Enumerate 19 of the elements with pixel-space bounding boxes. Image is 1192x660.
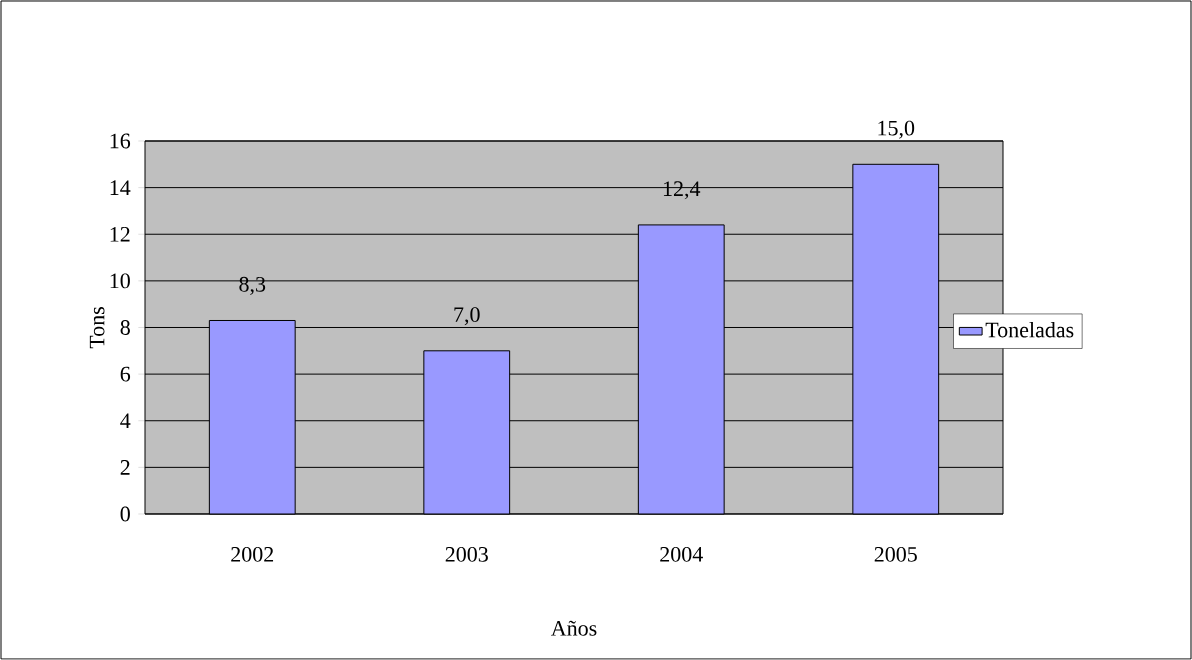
y-tick-label: 10 [110,273,130,289]
y-axis-title: Tons [89,307,105,349]
x-tick-label: 2005 [874,546,917,562]
data-label: 8,3 [239,276,266,295]
x-tick-label: 2004 [660,546,703,562]
data-label: 15,0 [878,120,915,139]
y-tick-label: 2 [120,460,130,475]
y-tick-label: 8 [120,320,130,335]
data-label: 7,0 [454,307,480,326]
y-tick-label: 12 [110,226,130,242]
y-tick-label: 14 [110,180,131,195]
legend-label: Toneladas [985,321,1074,338]
y-tick-label: 4 [120,413,131,428]
x-tick-label: 2002 [231,546,274,562]
y-tick-label: 0 [120,506,130,522]
x-tick-label: 2003 [445,546,488,562]
y-tick-label: 16 [110,133,131,149]
y-tick-label: 6 [120,366,131,382]
x-axis-title: Años [550,620,597,636]
